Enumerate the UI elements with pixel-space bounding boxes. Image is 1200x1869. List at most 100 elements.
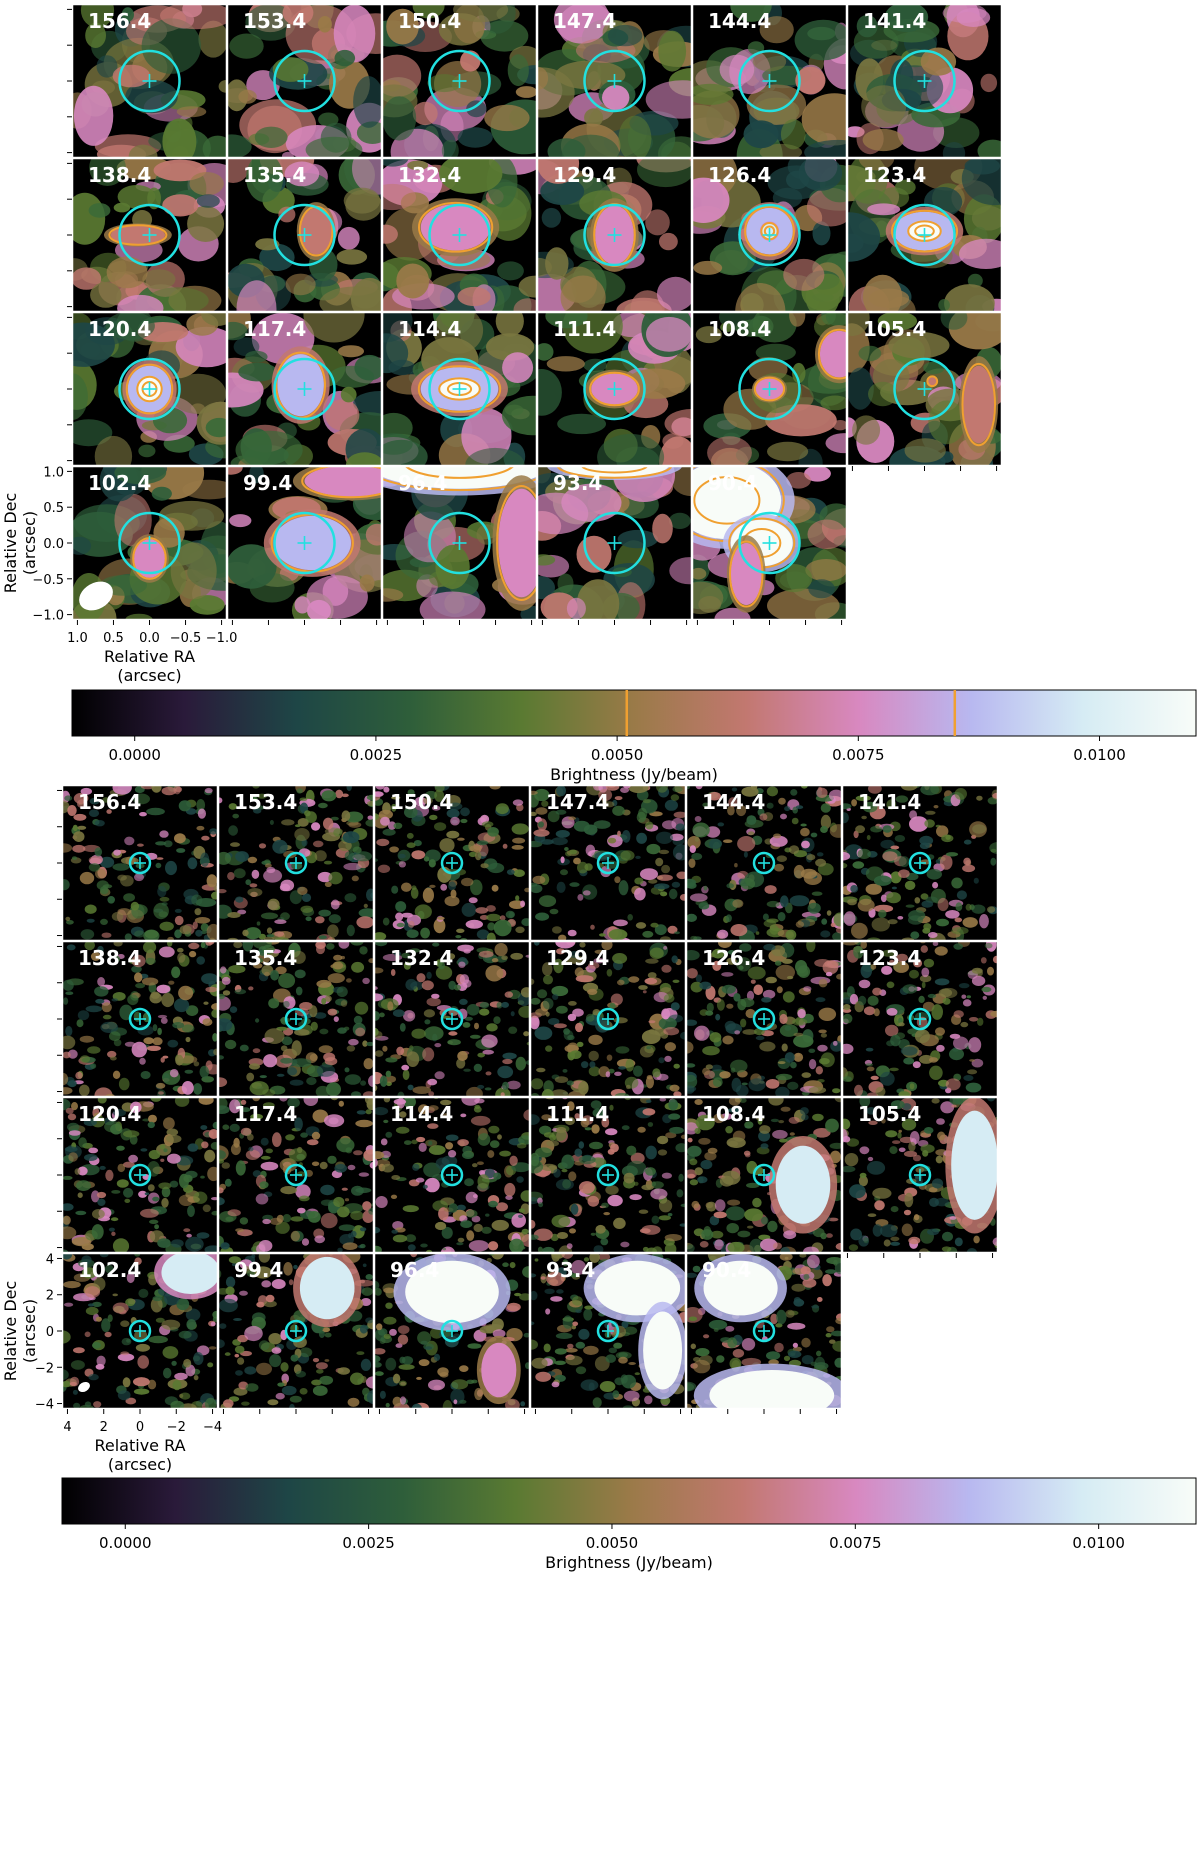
emission-noise bbox=[672, 844, 686, 861]
emission-noise bbox=[130, 901, 140, 911]
emission-noise bbox=[842, 1013, 853, 1024]
emission-noise bbox=[224, 1039, 237, 1050]
channel-panel: 132.4 bbox=[373, 940, 531, 1098]
emission-noise bbox=[785, 1309, 795, 1318]
emission-noise bbox=[867, 1213, 877, 1217]
emission-noise bbox=[509, 1262, 516, 1269]
emission-noise bbox=[434, 822, 447, 831]
source-emission bbox=[300, 207, 332, 255]
emission-noise bbox=[481, 1226, 492, 1234]
emission-noise bbox=[727, 805, 735, 816]
emission-noise bbox=[885, 1024, 899, 1037]
emission-noise bbox=[408, 920, 415, 928]
emission-noise bbox=[228, 803, 237, 810]
aperture-circle bbox=[583, 49, 646, 113]
emission-noise bbox=[945, 852, 959, 857]
emission-noise bbox=[176, 1298, 190, 1311]
emission-noise bbox=[649, 947, 664, 960]
emission-noise bbox=[88, 863, 101, 872]
emission-noise bbox=[760, 1238, 778, 1252]
emission-noise bbox=[374, 1107, 389, 1116]
colorbar-tick-label: 0.0025 bbox=[342, 1534, 395, 1552]
emission-noise bbox=[111, 1231, 116, 1237]
emission-noise bbox=[382, 1045, 388, 1052]
emission-noise bbox=[575, 975, 594, 983]
emission-noise bbox=[283, 1262, 293, 1276]
emission-noise bbox=[426, 971, 432, 980]
emission-noise bbox=[829, 1150, 842, 1164]
emission-noise bbox=[865, 1047, 874, 1052]
emission-noise bbox=[262, 1102, 275, 1109]
emission-noise bbox=[460, 807, 470, 817]
emission-noise bbox=[636, 832, 647, 844]
emission-noise bbox=[258, 1240, 273, 1252]
emission-noise bbox=[442, 1247, 447, 1251]
emission-noise bbox=[540, 177, 585, 205]
emission-noise bbox=[977, 139, 1002, 158]
contour-low bbox=[417, 365, 502, 413]
emission-noise bbox=[68, 1130, 81, 1136]
emission-noise bbox=[241, 1401, 250, 1406]
channel-panel: 123.4 bbox=[846, 157, 1003, 313]
emission-noise bbox=[228, 1256, 241, 1264]
emission-noise bbox=[117, 1390, 131, 1401]
emission-noise bbox=[889, 1067, 899, 1072]
channel-velocity-label: 156.4 bbox=[78, 790, 141, 814]
emission-noise bbox=[800, 868, 818, 879]
emission-noise bbox=[502, 1058, 513, 1065]
emission-noise bbox=[320, 1213, 338, 1229]
panel-border bbox=[71, 157, 228, 313]
emission-noise bbox=[896, 953, 908, 962]
emission-noise bbox=[89, 158, 126, 186]
emission-noise bbox=[92, 1209, 105, 1219]
channel-panel: 123.4 bbox=[841, 940, 999, 1098]
emission-noise bbox=[807, 519, 847, 550]
panel-border bbox=[61, 784, 219, 942]
emission-noise bbox=[67, 1080, 77, 1088]
aperture-circle bbox=[596, 1163, 620, 1187]
emission-noise bbox=[131, 965, 142, 973]
emission-noise bbox=[176, 848, 186, 853]
emission-noise bbox=[365, 1274, 373, 1280]
emission-noise bbox=[881, 1118, 886, 1124]
emission-noise bbox=[692, 1359, 711, 1374]
emission-noise bbox=[793, 1034, 814, 1048]
emission-noise bbox=[694, 1167, 703, 1176]
emission-noise bbox=[533, 829, 550, 837]
emission-noise bbox=[147, 1379, 157, 1390]
channel-velocity-label: 99.4 bbox=[243, 471, 292, 495]
panel-border bbox=[685, 1096, 843, 1254]
emission-noise bbox=[466, 1230, 475, 1241]
emission-noise bbox=[85, 1005, 103, 1013]
emission-noise bbox=[551, 985, 569, 997]
emission-noise bbox=[392, 1234, 408, 1243]
emission-noise bbox=[568, 816, 576, 821]
emission-noise bbox=[169, 1180, 179, 1188]
emission-noise bbox=[356, 916, 374, 929]
emission-noise bbox=[117, 294, 164, 312]
emission-noise bbox=[359, 1227, 367, 1232]
emission-noise bbox=[399, 1023, 406, 1032]
emission-noise bbox=[621, 1320, 629, 1329]
emission-noise bbox=[694, 1025, 710, 1041]
emission-noise bbox=[159, 896, 170, 902]
emission-noise bbox=[343, 187, 381, 214]
emission-noise bbox=[301, 893, 312, 902]
emission-noise bbox=[722, 1035, 734, 1045]
emission-noise bbox=[395, 901, 407, 912]
emission-noise bbox=[235, 851, 249, 862]
emission-noise bbox=[385, 1357, 397, 1371]
emission-noise bbox=[627, 914, 633, 921]
emission-noise bbox=[402, 1069, 410, 1081]
emission-noise bbox=[255, 1193, 269, 1205]
emission-noise bbox=[202, 1204, 211, 1213]
emission-noise bbox=[719, 1071, 731, 1079]
emission-noise bbox=[356, 1351, 365, 1355]
emission-noise bbox=[404, 1140, 412, 1145]
emission-noise bbox=[462, 1022, 471, 1028]
aperture-circle bbox=[738, 357, 801, 421]
emission-noise bbox=[470, 879, 483, 896]
colorbar bbox=[61, 1477, 1197, 1525]
emission-noise bbox=[903, 1209, 912, 1216]
